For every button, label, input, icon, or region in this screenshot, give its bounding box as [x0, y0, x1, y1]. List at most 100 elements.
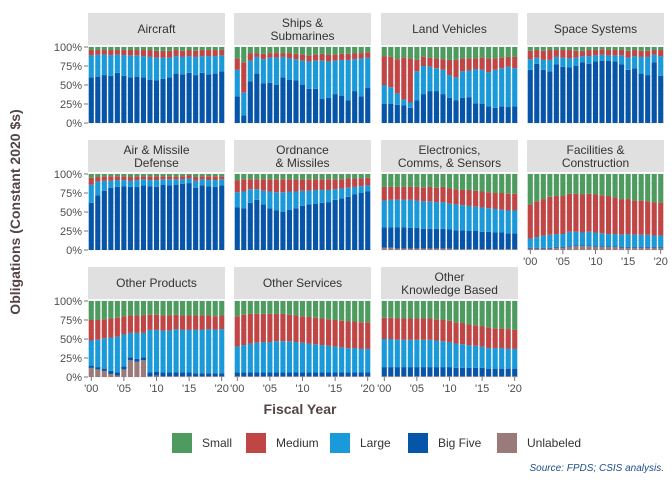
bar-segment-small: [512, 174, 518, 194]
bar-segment-unlabeled: [260, 376, 266, 377]
bar-segment-big-five: [560, 246, 566, 248]
y-tick-label: 25%: [60, 353, 82, 365]
x-tick-label: '15: [475, 383, 489, 395]
bar-segment-small: [492, 301, 498, 329]
bar-segment-large: [440, 69, 446, 95]
bar-segment-big-five: [241, 208, 247, 250]
panel: Other Services '00 '05 '10 '15 '20: [230, 267, 375, 395]
bar-segment-big-five: [453, 230, 459, 250]
bar-segment-unlabeled: [586, 246, 592, 250]
bar-segment-small: [286, 301, 293, 315]
bar-segment-medium: [247, 179, 253, 190]
bar-segment-unlabeled: [394, 248, 400, 250]
bar-segment-unlabeled: [534, 248, 540, 250]
bar-segment-medium: [108, 176, 114, 181]
bar-segment-medium: [446, 59, 453, 76]
bar-segment-small: [173, 174, 179, 177]
bar-segment-big-five: [479, 231, 485, 250]
bar-segment-unlabeled: [605, 246, 612, 250]
bar-segment-small: [492, 174, 498, 193]
bar-segment-medium: [241, 62, 247, 93]
bar-segment-unlabeled: [160, 376, 166, 377]
legend-item: Medium: [246, 433, 319, 453]
bar-segment-small: [114, 301, 120, 318]
bar-segment-large: [108, 55, 114, 76]
bar-segment-large: [492, 69, 498, 108]
bar-segment-large: [101, 180, 107, 191]
bar-segment-large: [280, 192, 286, 212]
bar-segment-large: [147, 180, 153, 187]
bar-segment-medium: [414, 318, 420, 340]
bar-segment-small: [299, 174, 306, 180]
bar-segment-big-five: [114, 372, 120, 376]
bar-segment-large: [401, 99, 407, 106]
bar-segment-small: [492, 47, 498, 59]
bar-segment-medium: [505, 193, 511, 211]
bar-segment-big-five: [173, 184, 179, 250]
bar-segment-large: [381, 85, 387, 104]
bar-segment-medium: [573, 50, 579, 58]
bar-segment-large: [121, 334, 127, 367]
bar-segment-big-five: [420, 367, 426, 377]
bar-segment-big-five: [420, 228, 426, 249]
bar-segment-big-five: [605, 246, 612, 247]
bar-segment-small: [459, 47, 466, 59]
bar-segment-large: [579, 232, 586, 246]
bar-segment-big-five: [180, 74, 186, 123]
bar-segment-big-five: [219, 71, 225, 123]
bar-segment-medium: [280, 53, 286, 57]
bar-segment-big-five: [114, 72, 120, 123]
legend-label: Small: [202, 436, 232, 450]
bar-segment-medium: [319, 318, 325, 346]
bar-segment-medium: [101, 319, 107, 339]
bar-segment-large: [299, 190, 306, 206]
legend-label: Unlabeled: [527, 436, 581, 450]
bar-segment-large: [234, 69, 240, 97]
bar-segment-big-five: [160, 78, 166, 123]
bar-segment-large: [612, 55, 618, 62]
bar-segment-large: [512, 68, 518, 107]
bar-segment-small: [273, 47, 279, 54]
bar-segment-large: [95, 339, 101, 368]
bar-segment-big-five: [479, 367, 485, 377]
bar-segment-large: [651, 235, 657, 247]
bar-segment-small: [352, 174, 358, 179]
bar-segment-big-five: [499, 232, 505, 250]
bar-segment-large: [492, 208, 498, 233]
bar-segment-large: [199, 179, 205, 186]
bar-segment-small: [147, 301, 153, 315]
bar-segment-small: [499, 301, 505, 329]
bar-segment-small: [547, 174, 553, 197]
bar-segment-medium: [160, 50, 166, 58]
bar-segment-medium: [273, 313, 279, 342]
bar-segment-large: [219, 329, 225, 374]
bar-segment-small: [273, 174, 279, 180]
bar-segment-large: [326, 189, 332, 203]
bar-segment-small: [505, 301, 511, 330]
bar-segment-medium: [326, 54, 332, 62]
bar-segment-medium: [352, 321, 358, 349]
bar-segment-large: [499, 348, 505, 369]
bar-segment-small: [180, 301, 186, 316]
bar-segment-big-five: [579, 245, 586, 247]
bar-segment-small: [88, 47, 94, 51]
bar-segment-medium: [473, 58, 479, 70]
bar-segment-medium: [88, 320, 94, 341]
bar-segment-big-five: [260, 83, 266, 123]
bar-segment-large: [101, 338, 107, 369]
bar-segment-large: [479, 346, 485, 368]
bar-segment-large: [280, 341, 286, 373]
bar-segment-small: [312, 174, 319, 180]
bar-segment-big-five: [579, 62, 586, 123]
bar-segment-unlabeled: [645, 247, 651, 250]
bar-segment-large: [440, 202, 446, 229]
bar-segment-big-five: [127, 77, 133, 123]
bar-segment-small: [293, 174, 299, 180]
bar-segment-big-five: [101, 75, 107, 123]
bar-segment-big-five: [234, 372, 240, 377]
panel-strip: [381, 13, 518, 45]
bar-segment-unlabeled: [459, 376, 466, 377]
bar-segment-medium: [345, 53, 351, 60]
bar-segment-big-five: [345, 100, 351, 123]
